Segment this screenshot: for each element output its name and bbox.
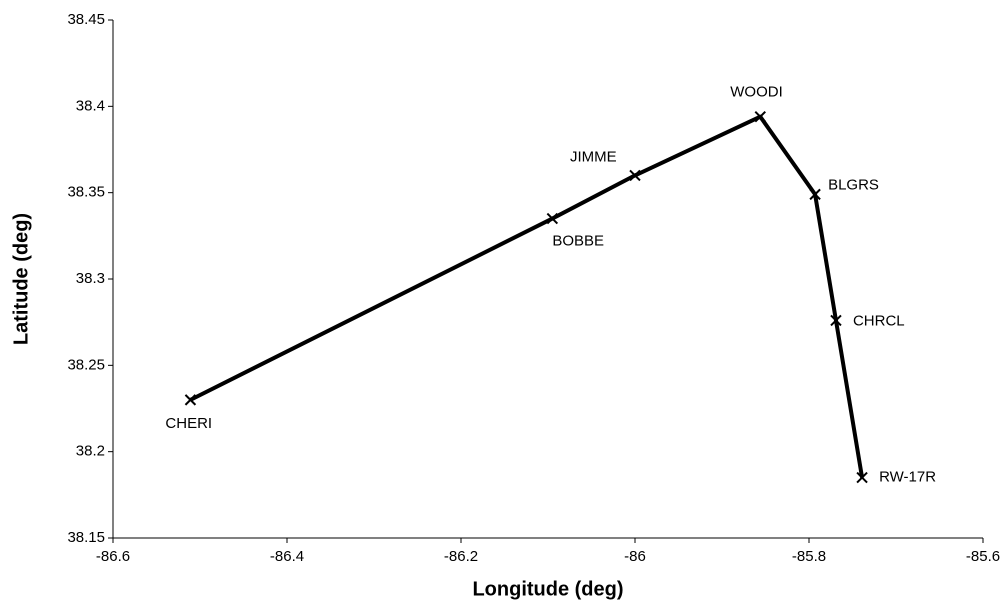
waypoint-label: JIMME xyxy=(570,148,617,165)
y-tick-label: 38.15 xyxy=(67,529,105,546)
x-tick-label: -85.6 xyxy=(966,548,1000,565)
x-tick-label: -86.2 xyxy=(444,548,478,565)
waypoint-label: CHERI xyxy=(165,415,212,432)
waypoint-label: WOODI xyxy=(730,84,783,101)
waypoint-marker xyxy=(184,394,197,406)
waypoint-marker xyxy=(809,188,821,201)
y-tick-label: 38.35 xyxy=(67,184,105,201)
x-tick-label: -86.6 xyxy=(96,548,130,565)
y-tick-label: 38.3 xyxy=(76,270,105,287)
x-tick-label: -85.8 xyxy=(792,548,826,565)
waypoint-label: CHRCL xyxy=(853,312,905,329)
waypoint-marker xyxy=(629,169,641,182)
y-axis-title: Latitude (deg) xyxy=(10,213,32,345)
waypoint-marker xyxy=(754,110,766,123)
y-tick-label: 38.45 xyxy=(67,11,105,28)
x-tick-label: -86 xyxy=(624,548,646,565)
y-tick-label: 38.25 xyxy=(67,356,105,373)
waypoint-marker xyxy=(546,212,559,225)
waypoint-label: RW-17R xyxy=(879,469,936,486)
y-tick-label: 38.2 xyxy=(76,443,105,460)
x-axis-title: Longitude (deg) xyxy=(472,578,623,600)
flight-path xyxy=(189,114,865,478)
waypoint-label: BLGRS xyxy=(828,176,879,193)
y-tick-label: 38.4 xyxy=(76,97,105,114)
x-tick-label: -86.4 xyxy=(270,548,304,565)
waypoint-marker xyxy=(830,314,842,327)
waypoint-label: BOBBE xyxy=(552,233,604,250)
waypoint-marker xyxy=(856,471,868,484)
